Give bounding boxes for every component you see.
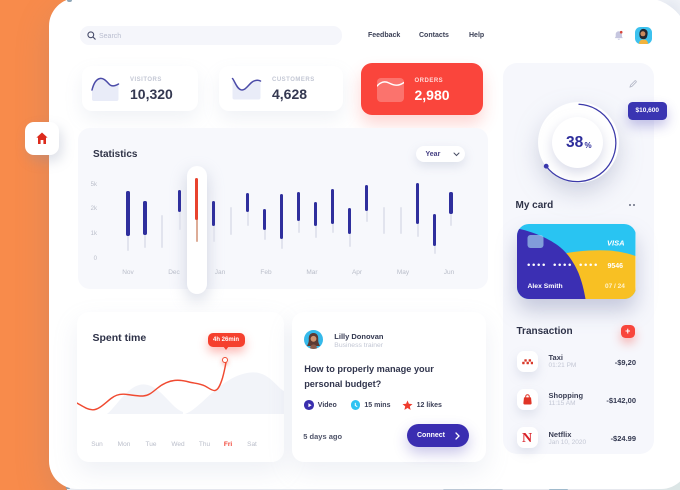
svg-text:Alex Smith: Alex Smith [528, 283, 563, 290]
svg-text:07 / 24: 07 / 24 [605, 283, 625, 290]
svg-text:9546: 9546 [608, 263, 624, 270]
svg-text:VISA: VISA [607, 238, 625, 247]
